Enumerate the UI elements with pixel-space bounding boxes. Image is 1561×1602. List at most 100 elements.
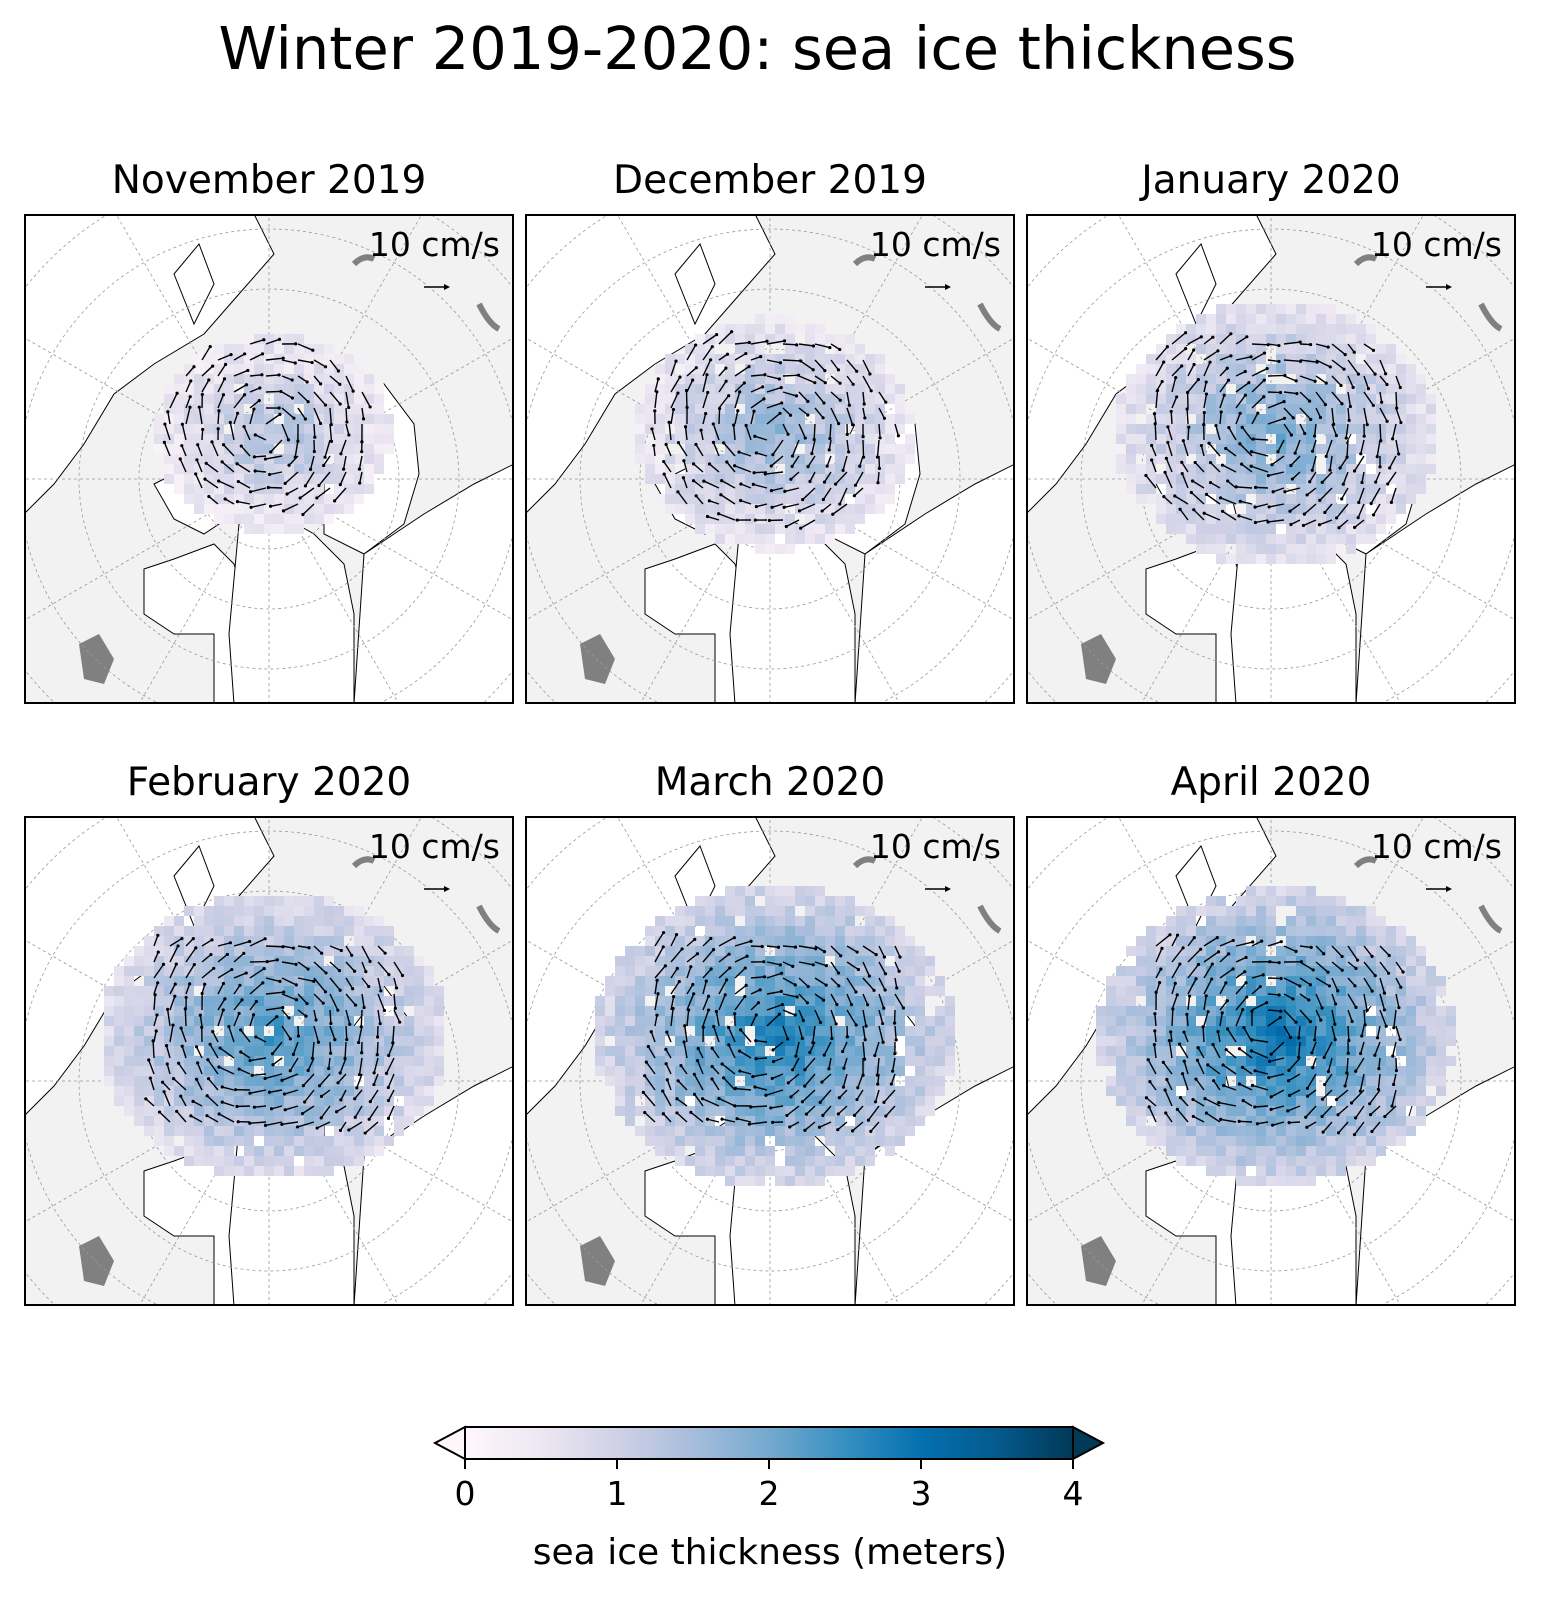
sea-ice-cell [214, 1096, 224, 1106]
sea-ice-cell [1206, 534, 1216, 544]
sea-ice-cell [785, 1156, 795, 1166]
sea-ice-cell [1426, 424, 1436, 434]
sea-ice-cell [314, 1086, 324, 1096]
drift-vector-head [822, 401, 826, 405]
sea-ice-cell [1216, 384, 1226, 394]
sea-ice-cell [154, 1096, 164, 1106]
sea-ice-cell [324, 374, 334, 384]
drift-vector [217, 968, 233, 979]
drift-vector-head [683, 1024, 687, 1028]
drift-vector-head [166, 410, 170, 414]
sea-ice-cell [274, 1026, 284, 1036]
sea-ice-cell [1376, 364, 1386, 374]
sea-ice-cell [795, 464, 805, 474]
sea-ice-cell [414, 1016, 424, 1026]
sea-ice-cell [615, 1036, 625, 1046]
sea-ice-cell [324, 1066, 334, 1076]
sea-ice-cell [324, 966, 334, 976]
sea-ice-cell [725, 1136, 735, 1146]
sea-ice-cell [384, 1086, 394, 1096]
sea-ice-cell [274, 1126, 284, 1136]
sea-ice-cell [855, 1006, 865, 1016]
sea-ice-cell [655, 364, 665, 374]
sea-ice-cell [1156, 444, 1166, 454]
sea-ice-cell [885, 484, 895, 494]
sea-ice-cell [144, 1116, 154, 1126]
drift-vector [319, 1073, 331, 1087]
sea-ice-cell [374, 1076, 384, 1086]
sea-ice-cell [224, 354, 234, 364]
sea-ice-cell [1396, 414, 1406, 424]
sea-ice-cell [1356, 334, 1366, 344]
drift-vector [877, 471, 880, 483]
sea-ice-cell [1416, 464, 1426, 474]
drift-vector [1203, 393, 1208, 409]
drift-vector [750, 989, 761, 995]
drift-vector [1239, 443, 1253, 457]
drift-vector [1203, 336, 1214, 345]
drift-vector-head [742, 381, 746, 385]
sea-ice-cell [1296, 304, 1306, 314]
drift-vector-head [1365, 423, 1369, 427]
sea-ice-cell [795, 1116, 805, 1126]
sea-ice-cell [324, 364, 334, 374]
sea-ice-cell [164, 976, 174, 986]
sea-ice-cell [735, 484, 745, 494]
drift-vector [1165, 458, 1173, 473]
sea-ice-cell [264, 936, 274, 946]
drift-vector [185, 964, 195, 979]
sea-ice-cell [224, 956, 234, 966]
sea-ice-cell [214, 1126, 224, 1136]
drift-vector-head [160, 1080, 165, 1084]
drift-vector [711, 1047, 720, 1059]
sea-ice-cell [1296, 444, 1306, 454]
drift-vector [654, 946, 664, 963]
sea-ice-cell [755, 1076, 765, 1086]
drift-vector [205, 462, 219, 473]
sea-ice-cell [1396, 464, 1406, 474]
sea-ice-cell [404, 986, 414, 996]
sea-ice-cell [344, 1056, 354, 1066]
sea-ice-cell [1396, 384, 1406, 394]
sea-ice-cell [1386, 464, 1396, 474]
sea-ice-cell [855, 404, 865, 414]
drift-vector-head [656, 992, 660, 996]
sea-ice-cell [1306, 354, 1316, 364]
sea-ice-cell [915, 1026, 925, 1036]
drift-vector-head [790, 464, 794, 468]
sea-ice-cell [244, 1166, 254, 1176]
sea-ice-cell [765, 504, 775, 514]
drift-vector-head [1309, 417, 1313, 422]
drift-vector-head [874, 953, 878, 957]
drift-vector-head [1166, 425, 1170, 429]
sea-ice-cell [1346, 484, 1356, 494]
sea-ice-cell [364, 424, 374, 434]
sea-ice-cell [1186, 324, 1196, 334]
drift-vector-head [353, 1097, 357, 1101]
sea-ice-cell [214, 1036, 224, 1046]
sea-ice-cell [745, 514, 755, 524]
sea-ice-cell [785, 986, 795, 996]
drift-vector-head [1226, 479, 1230, 483]
drift-vector [229, 422, 235, 441]
sea-ice-cell [1366, 444, 1376, 454]
drift-vector [693, 1073, 704, 1091]
sea-ice-cell [314, 364, 324, 374]
sea-ice-cell [134, 1066, 144, 1076]
drift-vector [734, 984, 747, 995]
drift-vector-head [893, 1051, 897, 1056]
drift-vector-head [769, 489, 774, 493]
sea-ice-cell [1166, 484, 1176, 494]
drift-vector-head [676, 490, 680, 494]
drift-vector [735, 1087, 752, 1091]
drift-vector [814, 977, 827, 986]
sea-ice-cell [845, 444, 855, 454]
drift-vector-head [339, 1098, 343, 1102]
sea-ice-cell [1416, 474, 1426, 484]
sea-ice-cell [805, 1146, 815, 1156]
sea-ice-cell [374, 1086, 384, 1096]
sea-ice-cell [1266, 534, 1276, 544]
sea-ice-cell [314, 454, 324, 464]
sea-ice-cell [194, 414, 204, 424]
drift-vector-head [838, 502, 842, 506]
